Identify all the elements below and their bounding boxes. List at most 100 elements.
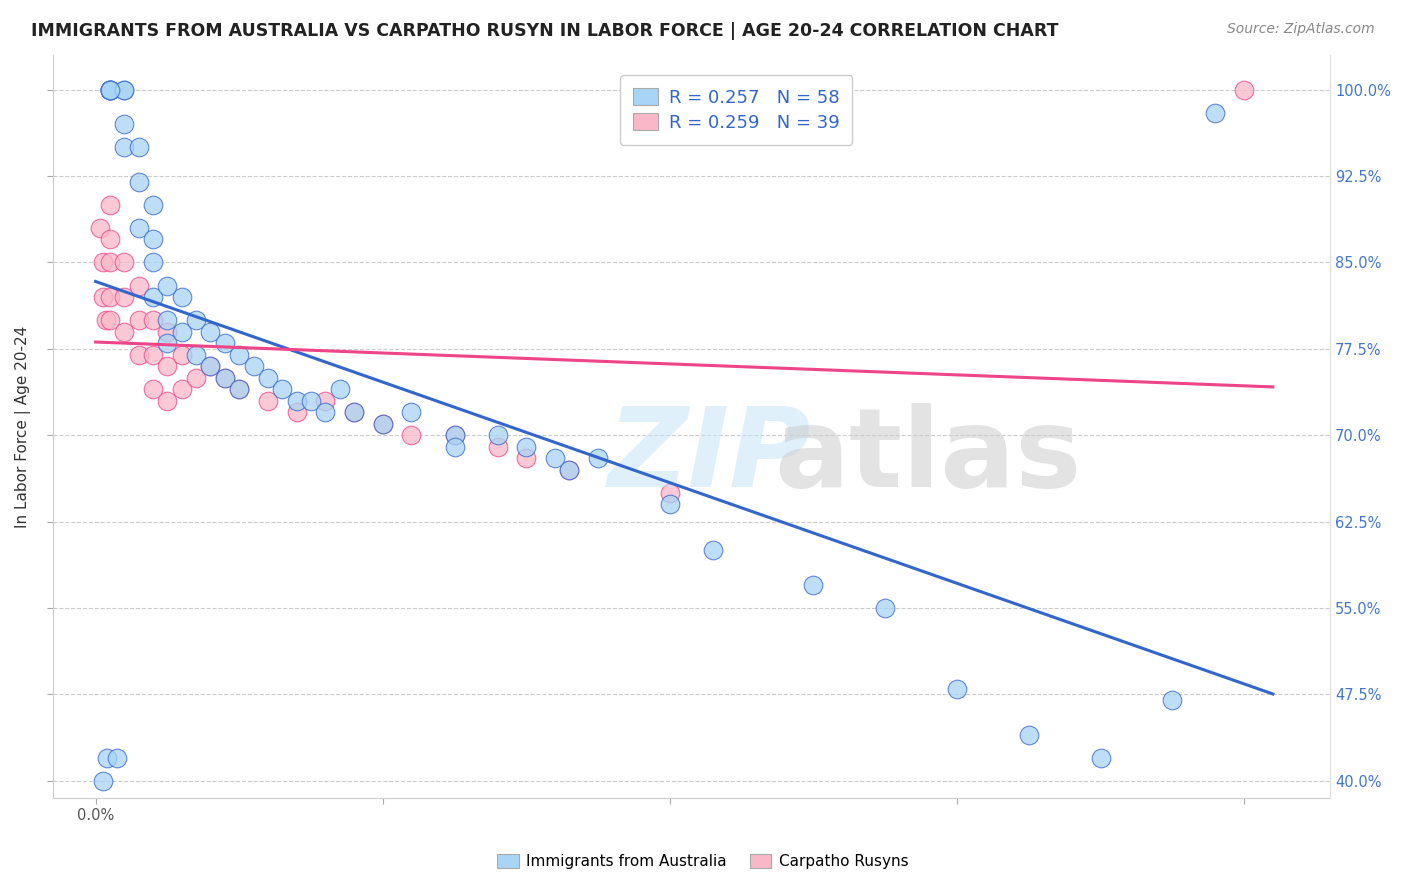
Point (242, 359, 264, 373)
Text: atlas: atlas (775, 403, 1081, 510)
Point (128, 278, 150, 293)
Point (544, 451, 567, 466)
Point (946, 681, 969, 696)
Point (128, 221, 150, 235)
Point (98, 198, 121, 212)
Point (98, 83, 121, 97)
Point (112, 83, 135, 97)
Point (486, 428, 509, 442)
Point (142, 348, 165, 362)
Point (98, 83, 121, 97)
Point (1204, 105, 1226, 120)
Point (91, 255, 114, 269)
Point (98, 83, 121, 97)
Point (515, 451, 537, 466)
Point (558, 463, 581, 477)
Point (401, 405, 423, 419)
Point (702, 543, 724, 558)
Point (98, 83, 121, 97)
Point (98, 290, 121, 304)
Point (1090, 750, 1112, 764)
Point (142, 313, 165, 327)
Point (875, 601, 897, 615)
Point (214, 370, 236, 384)
Point (112, 290, 135, 304)
Point (170, 382, 193, 396)
Point (401, 428, 423, 442)
Point (228, 382, 250, 396)
Point (89, 221, 111, 235)
Point (803, 578, 825, 592)
Point (586, 451, 609, 466)
Point (142, 255, 165, 269)
Point (156, 325, 179, 339)
Point (443, 428, 465, 442)
Point (98, 83, 121, 97)
Point (142, 232, 165, 246)
Text: ZIP: ZIP (609, 403, 811, 510)
Point (200, 359, 222, 373)
Point (558, 463, 581, 477)
Point (228, 382, 250, 396)
Point (1161, 693, 1184, 707)
Point (128, 348, 150, 362)
Point (343, 405, 366, 419)
Point (271, 382, 294, 396)
Point (156, 359, 179, 373)
Point (128, 313, 150, 327)
Point (128, 175, 150, 189)
Point (94, 313, 117, 327)
Y-axis label: In Labor Force | Age 20-24: In Labor Force | Age 20-24 (15, 326, 31, 528)
Point (1018, 728, 1040, 742)
Point (214, 370, 236, 384)
Point (443, 440, 465, 454)
Legend: R = 0.257   N = 58, R = 0.259   N = 39: R = 0.257 N = 58, R = 0.259 N = 39 (620, 75, 852, 145)
Point (98, 255, 121, 269)
Point (170, 290, 193, 304)
Point (329, 382, 352, 396)
Point (214, 336, 236, 351)
Point (257, 393, 280, 408)
Point (142, 382, 165, 396)
Point (371, 417, 394, 431)
Point (200, 359, 222, 373)
Point (314, 405, 336, 419)
Point (343, 405, 366, 419)
Point (658, 497, 681, 511)
Point (200, 325, 222, 339)
Point (98, 313, 121, 327)
Point (156, 393, 179, 408)
Point (128, 140, 150, 154)
Point (91, 290, 114, 304)
Point (257, 370, 280, 384)
Point (156, 336, 179, 351)
Point (170, 348, 193, 362)
Point (658, 486, 681, 500)
Point (299, 393, 322, 408)
Text: IMMIGRANTS FROM AUSTRALIA VS CARPATHO RUSYN IN LABOR FORCE | AGE 20-24 CORRELATI: IMMIGRANTS FROM AUSTRALIA VS CARPATHO RU… (31, 22, 1059, 40)
Legend: Immigrants from Australia, Carpatho Rusyns: Immigrants from Australia, Carpatho Rusy… (491, 847, 915, 875)
Point (112, 117, 135, 131)
Point (486, 440, 509, 454)
Point (91, 773, 114, 788)
Point (228, 348, 250, 362)
Point (112, 83, 135, 97)
Point (285, 393, 308, 408)
Point (184, 313, 207, 327)
Point (184, 348, 207, 362)
Point (112, 255, 135, 269)
Point (515, 440, 537, 454)
Point (105, 750, 128, 764)
Point (314, 393, 336, 408)
Point (112, 325, 135, 339)
Point (112, 140, 135, 154)
Point (371, 417, 394, 431)
Point (443, 428, 465, 442)
Point (96, 750, 118, 764)
Point (1233, 83, 1256, 97)
Point (142, 290, 165, 304)
Point (170, 325, 193, 339)
Point (142, 198, 165, 212)
Text: Source: ZipAtlas.com: Source: ZipAtlas.com (1227, 22, 1375, 37)
Point (184, 370, 207, 384)
